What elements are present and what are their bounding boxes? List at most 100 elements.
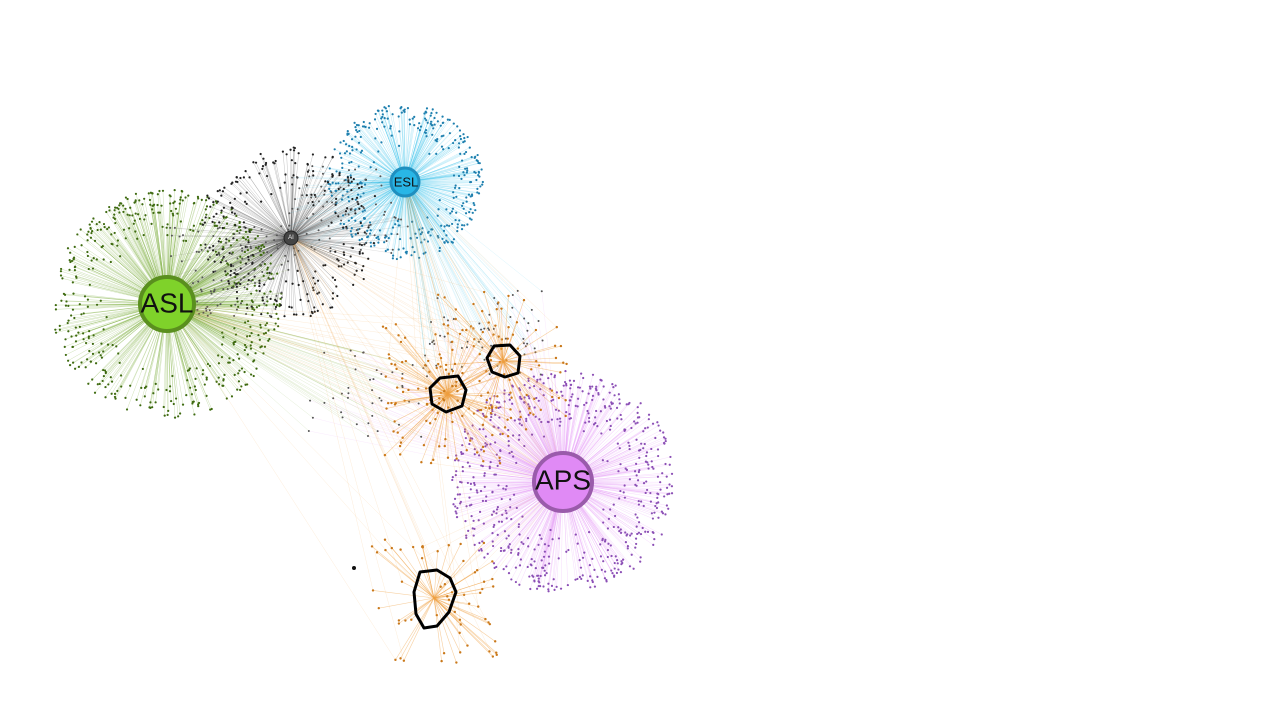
leaf-node: [401, 377, 404, 380]
leaf-node: [239, 278, 242, 281]
edge: [290, 237, 338, 297]
leaf-node: [254, 282, 257, 285]
leaf-node: [205, 213, 208, 216]
leaf-node: [305, 184, 308, 187]
edge: [290, 237, 355, 275]
leaf-node: [466, 169, 469, 172]
leaf-node: [242, 236, 245, 239]
leaf-node: [469, 488, 472, 491]
leaf-node: [652, 543, 655, 546]
leaf-node: [554, 356, 558, 360]
edge: [404, 181, 445, 337]
leaf-node: [426, 121, 429, 124]
leaf-node: [149, 203, 152, 206]
leaf-node: [292, 313, 296, 316]
leaf-node: [255, 367, 258, 370]
leaf-node: [258, 304, 261, 307]
edge: [311, 181, 406, 198]
leaf-node: [510, 517, 513, 521]
edge: [223, 237, 292, 290]
edge: [189, 237, 292, 312]
leaf-node: [311, 165, 314, 168]
leaf-node: [97, 351, 101, 354]
edge: [502, 360, 566, 401]
leaf-node: [418, 129, 421, 132]
edge: [404, 181, 462, 385]
edge: [236, 177, 292, 239]
leaf-node: [269, 290, 272, 293]
edge: [404, 181, 513, 308]
leaf-node: [280, 296, 283, 299]
leaf-node: [209, 290, 212, 293]
leaf-node: [142, 233, 145, 237]
leaf-node: [316, 279, 320, 282]
leaf-node: [156, 193, 159, 196]
edge: [372, 415, 564, 483]
leaf-node: [398, 237, 402, 241]
leaf-node: [533, 406, 536, 409]
leaf-node: [239, 244, 242, 247]
edge: [290, 237, 348, 263]
leaf-node: [173, 416, 177, 419]
leaf-node: [518, 434, 521, 437]
leaf-node: [491, 560, 494, 563]
edge: [404, 181, 566, 401]
leaf-node: [344, 143, 348, 146]
edge: [402, 378, 449, 395]
leaf-node: [394, 658, 397, 662]
edge: [502, 360, 540, 366]
leaf-node: [178, 202, 181, 205]
edge: [404, 181, 502, 345]
leaf-node: [263, 283, 266, 286]
edge: [245, 170, 292, 239]
leaf-node: [639, 402, 642, 405]
leaf-node: [136, 237, 139, 240]
leaf-node: [488, 650, 491, 653]
leaf-node: [608, 428, 612, 431]
leaf-node: [465, 328, 468, 332]
leaf-node: [622, 558, 625, 561]
leaf-node: [221, 258, 224, 262]
leaf-node: [95, 258, 98, 261]
leaf-node: [67, 359, 70, 362]
leaf-node: [68, 259, 71, 262]
leaf-node: [234, 303, 237, 306]
leaf-node: [461, 371, 464, 375]
leaf-node: [511, 385, 514, 388]
edge: [541, 291, 564, 483]
edge: [197, 237, 292, 310]
leaf-node: [524, 428, 528, 431]
leaf-node: [245, 312, 248, 315]
edge: [436, 367, 449, 395]
leaf-node: [522, 298, 526, 302]
leaf-node: [355, 148, 358, 151]
leaf-node: [436, 550, 439, 553]
leaf-node: [517, 438, 521, 441]
leaf-node: [272, 161, 275, 164]
leaf-node: [251, 307, 254, 310]
leaf-node: [215, 224, 219, 227]
leaf-node: [355, 269, 358, 272]
leaf-node: [400, 106, 403, 109]
leaf-node: [505, 512, 508, 515]
leaf-node: [552, 578, 555, 581]
leaf-node: [540, 559, 543, 562]
leaf-node: [434, 139, 437, 142]
edge: [290, 163, 296, 239]
leaf-node: [90, 231, 93, 235]
edge: [404, 181, 525, 344]
leaf-node: [584, 421, 587, 424]
leaf-node: [462, 202, 465, 205]
leaf-node: [340, 198, 344, 201]
leaf-node: [500, 497, 503, 501]
leaf-node: [659, 488, 662, 491]
leaf-node: [553, 344, 557, 348]
edge: [324, 402, 564, 483]
edge: [262, 237, 292, 298]
leaf-node: [217, 354, 220, 357]
edge: [502, 360, 532, 370]
leaf-node: [380, 399, 383, 402]
leaf-node: [543, 574, 547, 577]
leaf-node: [478, 549, 481, 552]
